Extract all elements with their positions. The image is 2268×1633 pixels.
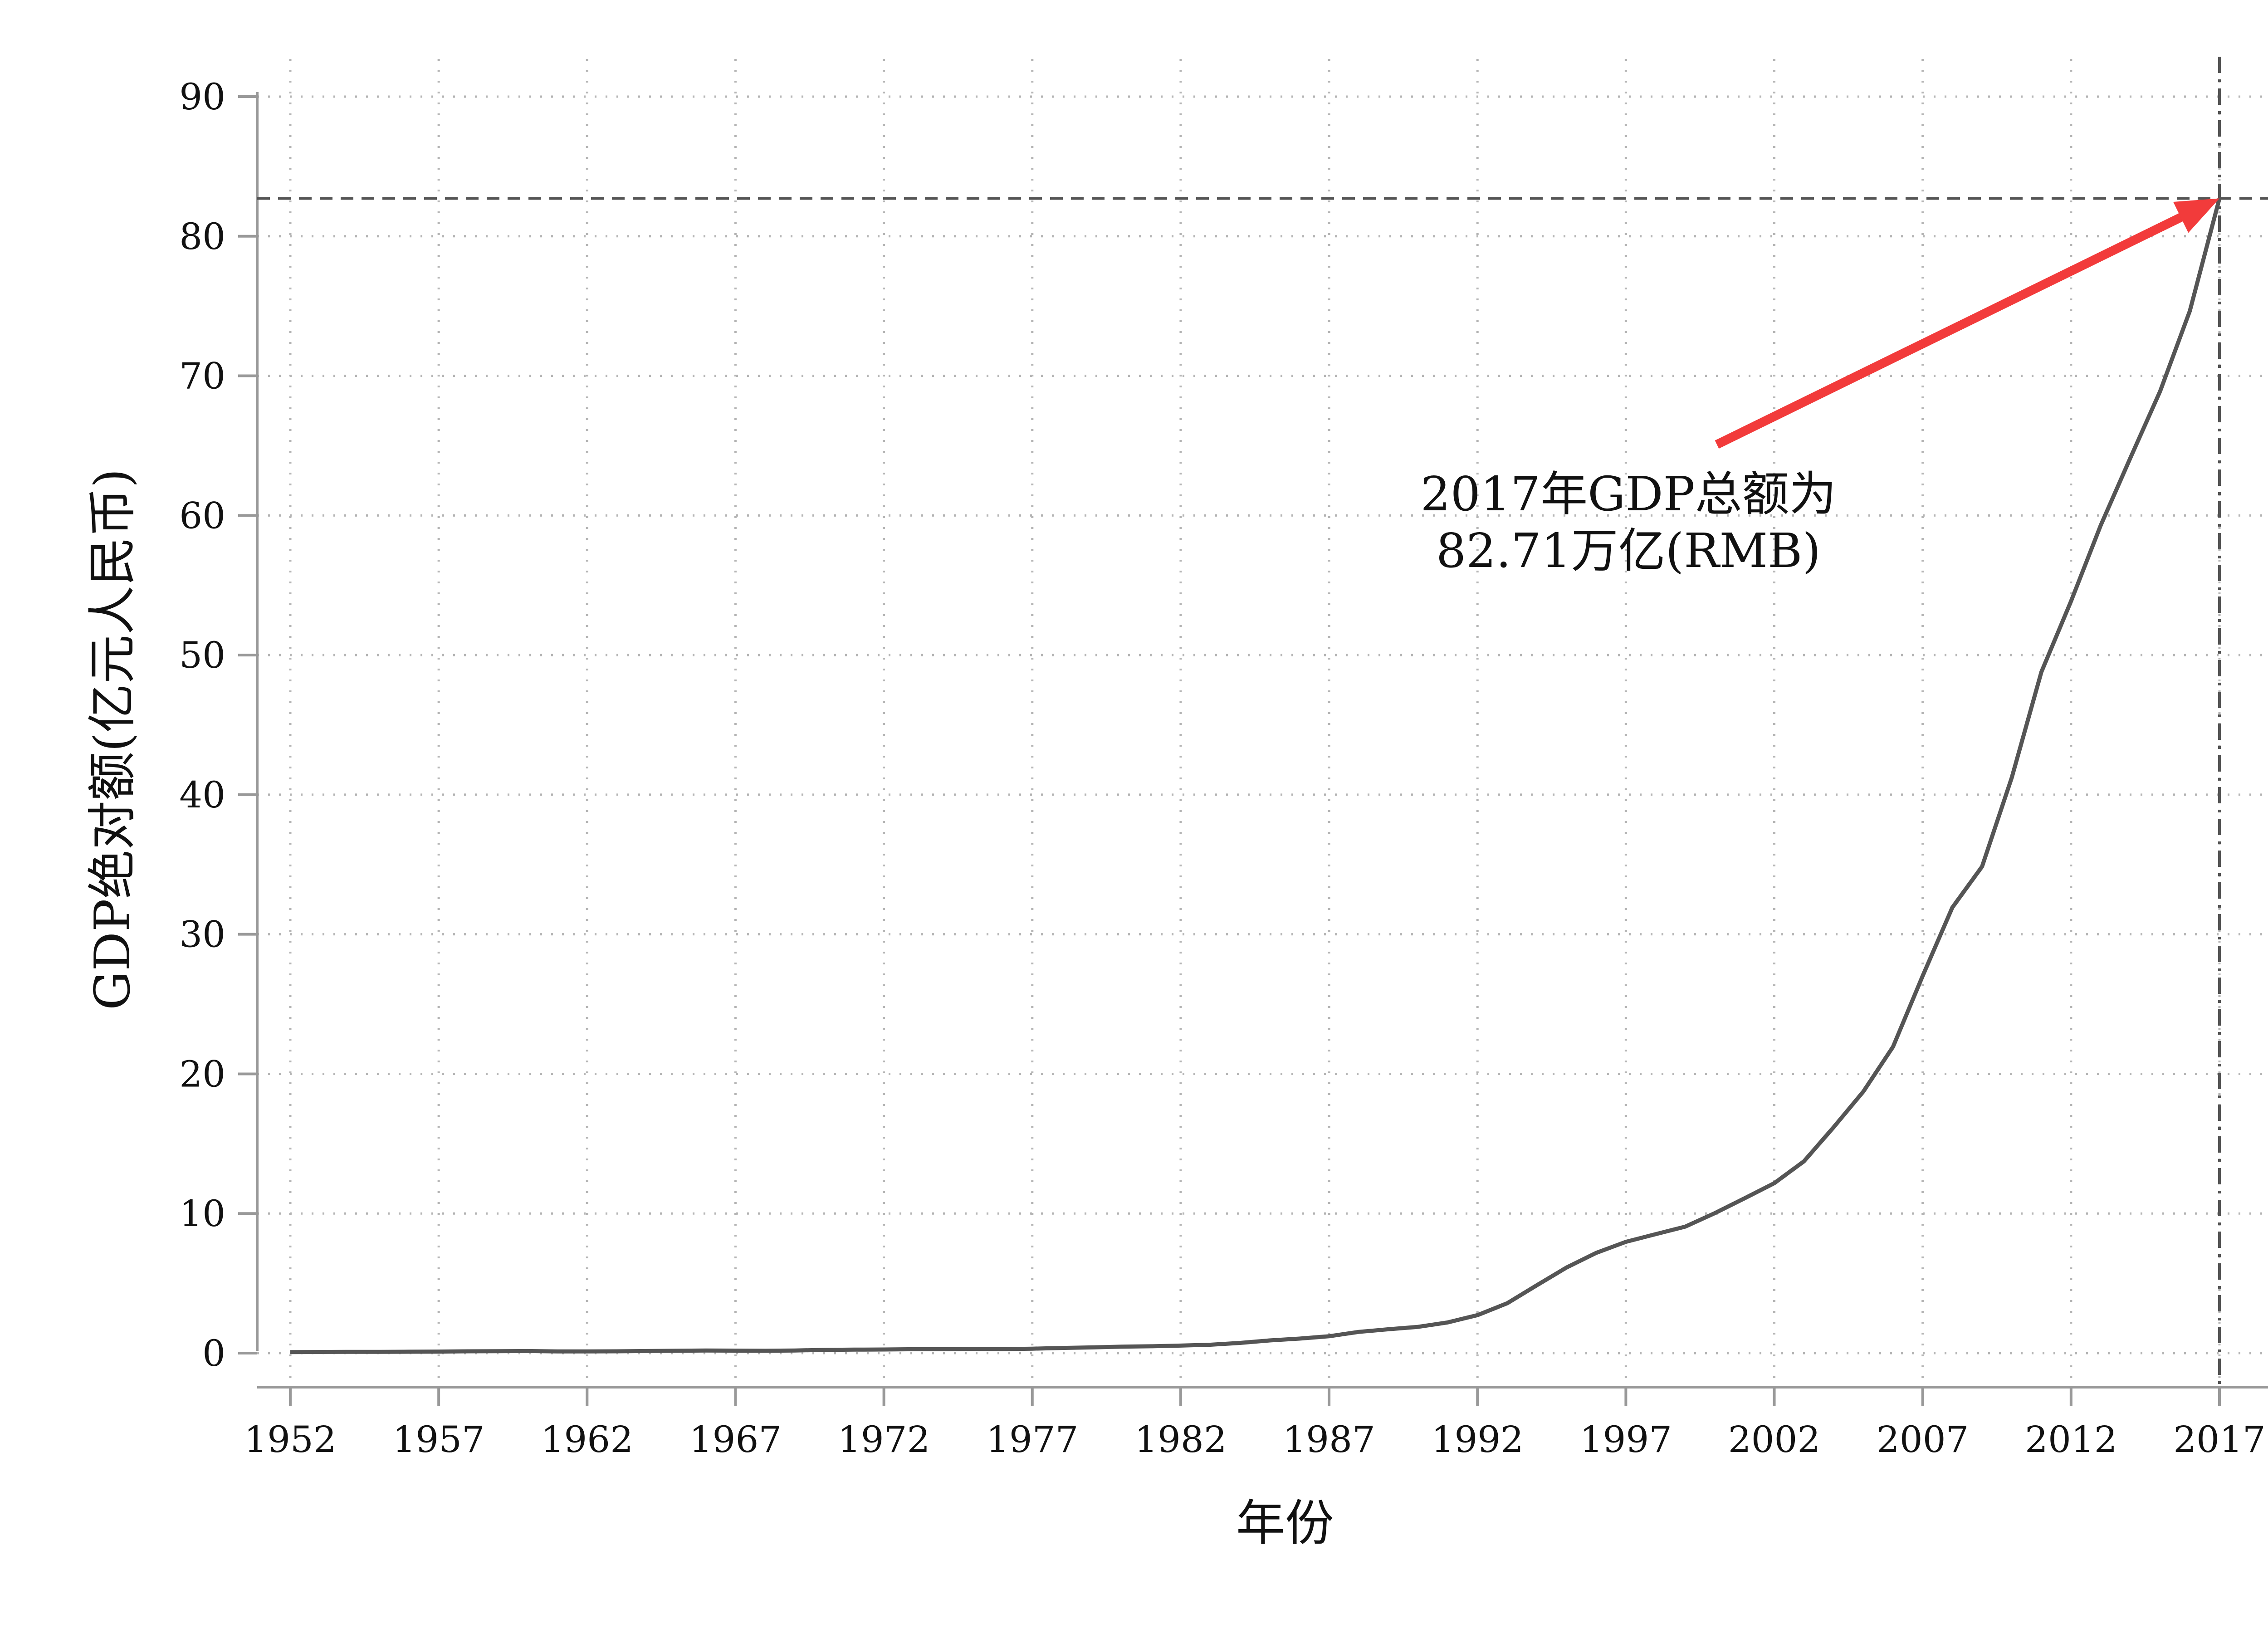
y-tick-label: 80	[179, 215, 225, 258]
x-tick-label: 1982	[1134, 1418, 1227, 1461]
annotation-arrow-shaft	[1715, 211, 2187, 449]
y-tick-label: 60	[179, 494, 225, 537]
x-tick-label: 1992	[1431, 1418, 1524, 1461]
annotation-text-line2: 82.71万亿(RMB)	[1436, 523, 1821, 578]
y-tick-label: 0	[202, 1332, 225, 1374]
x-tick-label: 1977	[986, 1418, 1079, 1461]
x-tick-label: 2002	[1728, 1418, 1821, 1461]
y-tick-label: 40	[179, 774, 225, 816]
x-tick-label: 1997	[1580, 1418, 1672, 1461]
y-tick-label: 20	[179, 1053, 225, 1095]
x-tick-label: 2012	[2025, 1418, 2117, 1461]
x-tick-label: 2007	[1877, 1418, 1969, 1461]
x-tick-label: 2017	[2173, 1418, 2266, 1461]
x-axis-title: 年份	[1236, 1495, 1334, 1552]
x-tick-label: 1972	[838, 1418, 930, 1461]
axes	[256, 92, 2268, 1389]
gdp-series-line	[290, 198, 2222, 1354]
y-tick-label: 30	[179, 914, 225, 956]
y-tick-label: 70	[179, 355, 225, 397]
x-tick-label: 1962	[541, 1418, 634, 1461]
y-axis-title: GDP绝对额(亿元人民币)	[84, 469, 141, 1010]
y-tick-label: 10	[179, 1193, 225, 1235]
y-tick-label: 50	[179, 634, 225, 676]
reference-lines	[257, 57, 2268, 1387]
series-layer	[290, 198, 2222, 1354]
x-tick-label: 1957	[392, 1418, 485, 1461]
x-tick-label: 1967	[689, 1418, 782, 1461]
annotation-text-line1: 2017年GDP总额为	[1420, 466, 1836, 522]
grid-lines	[257, 59, 2268, 1387]
annotation-arrow-head	[2173, 198, 2219, 233]
x-tick-label: 1987	[1283, 1418, 1375, 1461]
y-tick-label: 90	[179, 76, 225, 118]
x-tick-label: 1952	[244, 1418, 337, 1461]
ticks: 0 10 20 30 40 50 60 70 80 90 1952 1957 1962 1967 1972 1…	[179, 76, 2266, 1461]
